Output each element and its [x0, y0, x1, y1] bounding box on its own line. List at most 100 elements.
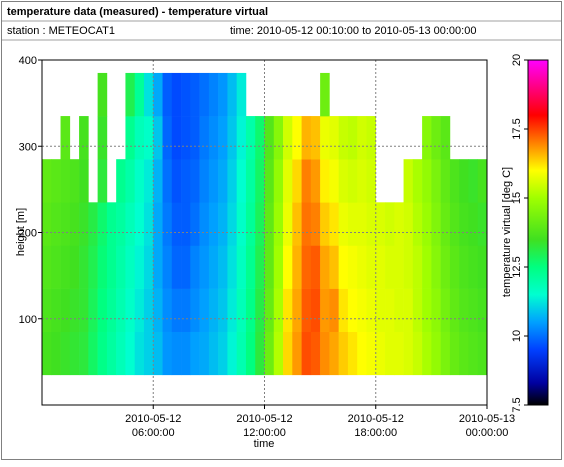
heat-cell	[181, 331, 191, 376]
heat-cell	[245, 331, 256, 376]
heat-cell	[477, 288, 488, 332]
heat-cell	[208, 202, 219, 246]
heat-cell	[468, 245, 479, 289]
heat-cell	[403, 202, 414, 246]
colorbar-tick-label: 15	[511, 192, 523, 204]
heat-cell	[190, 72, 200, 117]
heat-cell	[190, 116, 200, 160]
heat-cell	[190, 202, 200, 246]
heat-cell	[116, 245, 126, 289]
heat-cell	[422, 202, 432, 246]
heat-cell	[366, 331, 377, 376]
heat-cell	[79, 288, 89, 332]
heat-cell	[199, 245, 210, 289]
heat-cell	[320, 331, 330, 376]
heat-cell	[449, 288, 460, 332]
heat-cell	[255, 288, 265, 332]
heat-cell	[440, 202, 451, 246]
heat-cell	[310, 288, 321, 332]
heat-cell	[412, 245, 423, 289]
heat-cell	[412, 202, 423, 246]
heat-cell	[125, 288, 136, 332]
y-tick-label: 200	[19, 228, 37, 240]
heat-cell	[97, 202, 108, 246]
heat-cell	[329, 202, 339, 246]
heat-cell	[347, 116, 358, 160]
heat-cell	[422, 245, 432, 289]
y-tick-label: 300	[19, 141, 37, 153]
heat-cell	[88, 245, 98, 289]
heat-cell	[283, 288, 293, 332]
heat-cell	[143, 116, 154, 160]
heat-cell	[329, 288, 339, 332]
heat-cell	[181, 288, 191, 332]
heat-cell	[218, 159, 228, 203]
heat-cell	[431, 116, 441, 160]
heat-cell	[190, 245, 200, 289]
heat-cell	[162, 116, 173, 160]
heat-cell	[88, 288, 98, 332]
heat-cell	[181, 202, 191, 246]
colorbar-tick-label: 7.5	[511, 397, 523, 412]
time-range: time: 2010-05-12 00:10:00 to 2010-05-13 …	[230, 25, 476, 37]
heat-cell	[394, 202, 404, 246]
heat-cell	[431, 159, 441, 203]
colorbar-tick-label: 20	[511, 54, 523, 66]
heat-cell	[422, 116, 432, 160]
heat-cell	[199, 202, 210, 246]
heat-cell	[459, 202, 469, 246]
heat-cell	[468, 331, 479, 376]
heat-cell	[394, 245, 404, 289]
heat-cell	[394, 288, 404, 332]
heat-cell	[375, 288, 386, 332]
heat-cell	[236, 331, 247, 376]
heat-cell	[143, 72, 154, 117]
colorbar-label: temperature virtual [deg C]	[501, 167, 513, 297]
heat-cell	[310, 245, 321, 289]
heat-cell	[153, 159, 163, 203]
heat-cell	[116, 331, 126, 376]
heat-cell	[181, 245, 191, 289]
heat-cell	[310, 116, 321, 160]
heat-cell	[292, 331, 302, 376]
heat-cell	[227, 245, 237, 289]
heat-cell	[199, 72, 210, 117]
heat-cell	[403, 245, 414, 289]
heat-cell	[449, 331, 460, 376]
heat-cell	[199, 116, 210, 160]
heat-cell	[153, 245, 163, 289]
heat-cell	[79, 331, 89, 376]
x-tick-label: 2010-05-12	[125, 413, 181, 425]
heat-cell	[208, 331, 219, 376]
heat-cell	[125, 116, 136, 160]
heat-cell	[51, 288, 61, 332]
heat-cell	[477, 245, 488, 289]
heat-cell	[264, 116, 275, 160]
heat-cell	[273, 116, 284, 160]
heat-cell	[125, 202, 136, 246]
heat-cell	[143, 202, 154, 246]
heat-cell	[162, 331, 173, 376]
heat-cell	[459, 288, 469, 332]
heat-cell	[375, 202, 386, 246]
heat-cell	[218, 202, 228, 246]
heat-cell	[171, 116, 182, 160]
heat-cell	[153, 72, 163, 117]
heat-cell	[97, 288, 108, 332]
heat-cell	[366, 202, 377, 246]
heat-cell	[171, 245, 182, 289]
heat-cell	[431, 331, 441, 376]
heat-cell	[190, 331, 200, 376]
heat-cell	[51, 159, 61, 203]
heat-cell	[459, 245, 469, 289]
heat-cell	[255, 116, 265, 160]
heat-cell	[338, 159, 349, 203]
heat-cell	[357, 159, 367, 203]
heat-cell	[273, 245, 284, 289]
heat-cell	[60, 202, 71, 246]
heat-cell	[245, 202, 256, 246]
heat-cell	[208, 288, 219, 332]
x-tick-label: 00:00:00	[466, 427, 509, 439]
heat-cell	[440, 245, 451, 289]
heat-cell	[366, 245, 377, 289]
